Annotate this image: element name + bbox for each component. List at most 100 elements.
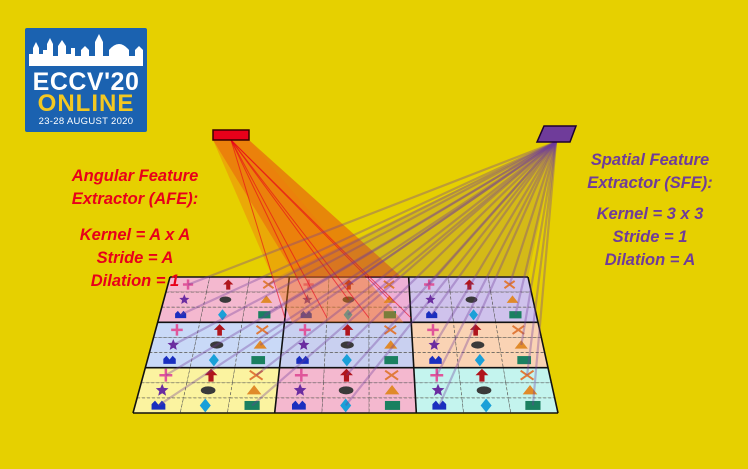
sfe-ray [526,141,558,376]
plus-icon [294,368,308,382]
afe-ray [230,139,412,319]
sfe-ray [348,141,557,286]
star-icon [425,294,436,304]
plus-icon [424,279,435,290]
crown-icon [432,400,447,410]
sfe-ray [433,141,557,346]
cross-icon [249,369,264,381]
star-icon [167,339,179,350]
diamond-icon [343,309,353,321]
macro-pixel [410,321,549,369]
rect-icon [509,311,522,319]
arrow-icon [475,368,489,382]
diamond-icon [469,309,479,321]
triangle-icon [260,295,273,303]
sfe-kernel-text: Kernel = 3 x 3 [596,205,704,223]
sfe-cone-fill [277,142,556,277]
star-icon [298,339,310,350]
arrow-icon [469,324,482,336]
plus-icon [430,368,444,382]
macro-border [407,276,418,414]
macro-pixel [132,367,280,414]
macro-pixel [408,276,539,323]
arrow-icon [213,324,226,336]
macro-border [273,276,291,414]
sfe-cone [157,140,558,407]
sfe-ray [172,141,557,346]
cross-icon [503,280,516,289]
macro-pixel [413,367,559,414]
diamond-icon [340,398,352,413]
macro-border [132,276,171,414]
crown-icon [175,310,187,319]
sfe-ray [165,141,557,377]
oval-icon [210,341,224,349]
skyline-icon [29,34,143,66]
diamond-icon [218,309,227,321]
star-icon [293,383,307,396]
afe-cone-fill [213,140,404,323]
afe-title: Angular Feature Extractor (AFE): [50,165,220,211]
afe-dilation-text: Dilation = 1 [90,272,180,290]
oval-icon [471,341,485,349]
star-icon [179,294,190,304]
triangle-icon [384,385,400,395]
arrow-icon [464,279,475,290]
triangle-icon [506,295,519,303]
afe-cone-fill [213,140,402,277]
macro-border [527,276,559,414]
arrow-icon [223,279,234,290]
rect-icon [525,400,541,410]
sfe-ray [520,141,558,346]
sfe-ray [345,141,557,376]
star-icon [155,383,169,396]
crown-icon [300,310,312,319]
plus-icon [299,324,311,336]
logo-title: ECCV'20 [32,68,140,96]
arrow-icon [340,368,353,382]
oval-icon [465,296,478,303]
sfe-ray [180,141,557,316]
diamond-icon [208,353,219,367]
diamond-icon [341,353,352,367]
sfe-kernel [535,125,578,143]
diamond-icon [474,353,485,367]
sfe-ray [531,141,558,406]
triangle-icon [384,340,398,349]
arrow-icon [341,324,354,336]
cross-icon [383,325,397,335]
lightfield-grid [132,276,559,414]
sfe-title: Spatial Feature Extractor (SFE): [570,149,730,195]
sfe-stride-text: Stride = 1 [612,228,688,246]
rect-icon [251,356,266,365]
sfe-ray [347,141,557,316]
triangle-icon [253,340,267,349]
sfe-ray [344,141,557,407]
cross-icon [262,280,275,289]
triangle-icon [522,385,538,395]
triangle-icon [246,385,262,395]
macro-pixel [274,367,417,414]
macro-pixel [279,321,415,369]
rect-icon [258,311,271,319]
diamond-icon [199,398,211,413]
oval-icon [338,386,354,395]
diamond-icon [480,398,492,413]
sfe-ray [428,141,557,286]
cross-icon [511,325,525,335]
rect-icon [384,356,399,365]
arrow-icon [204,368,218,382]
star-icon [428,339,440,350]
sfe-ray [514,141,558,316]
star-icon [431,383,445,396]
plus-icon [171,324,183,336]
oval-icon [200,386,216,395]
crown-icon [429,355,442,364]
rect-icon [244,400,260,410]
crown-icon [296,355,309,364]
logo-dates: 23-28 AUGUST 2020 [38,116,134,127]
cross-icon [255,325,269,335]
sfe-ray [187,140,557,286]
